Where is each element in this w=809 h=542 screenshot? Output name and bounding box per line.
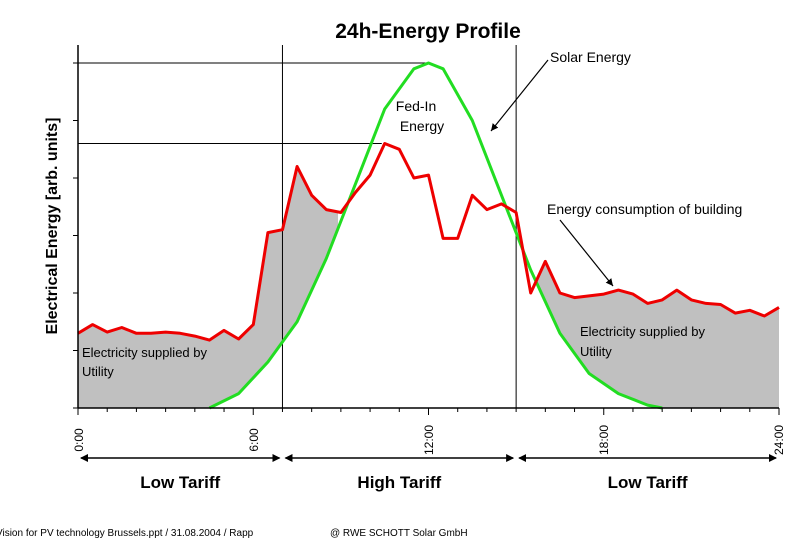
solar-energy-legend-label: Solar Energy (550, 49, 631, 65)
utility-label-right-line1: Electricity supplied by (580, 324, 705, 339)
tariff-label-low-morning: Low Tariff (140, 473, 220, 492)
x-axis-ticks (77, 408, 780, 415)
utility-label-left-line1: Electricity supplied by (82, 345, 207, 360)
utility-label-left-line2: Utility (82, 364, 114, 379)
x-axis-tick-labels: 0:00 6:00 12:00 18:00 24:00 (72, 425, 786, 455)
y-axis-label-text: Electrical Energy [arb. units] (44, 118, 61, 335)
fed-in-label-line1: Fed-In (396, 98, 436, 114)
chart-title: 24h-Energy Profile (335, 20, 521, 43)
y-axis-label: Electrical Energy [arb. units] (44, 118, 61, 335)
consumption-legend-label: Energy consumption of building (547, 201, 742, 217)
footer-copyright: @ RWE SCHOTT Solar GmbH (330, 528, 468, 539)
tariff-label-low-evening: Low Tariff (608, 473, 688, 492)
consumption-series-line (77, 142, 780, 342)
utility-supply-area-morning (78, 166, 338, 408)
x-tick-label-18: 18:00 (597, 425, 611, 455)
consumption-pointer-arrow (559, 219, 614, 287)
x-tick-label-24: 24:00 (772, 425, 786, 455)
footer-presentation-info: Vision for PV technology Brussels.ppt / … (0, 528, 254, 539)
tariff-label-high: High Tariff (357, 473, 441, 492)
x-tick-label-0: 0:00 (72, 428, 86, 452)
utility-label-right-line2: Utility (580, 344, 612, 359)
solar-energy-series-line (208, 61, 663, 410)
x-tick-label-6: 6:00 (247, 428, 261, 452)
solar-energy-pointer-arrow (490, 59, 549, 132)
y-axis-ticks (73, 62, 78, 409)
fed-in-label-line2: Energy (400, 118, 444, 134)
x-tick-label-12: 12:00 (422, 425, 436, 455)
utility-supply-area-evening (516, 212, 779, 408)
